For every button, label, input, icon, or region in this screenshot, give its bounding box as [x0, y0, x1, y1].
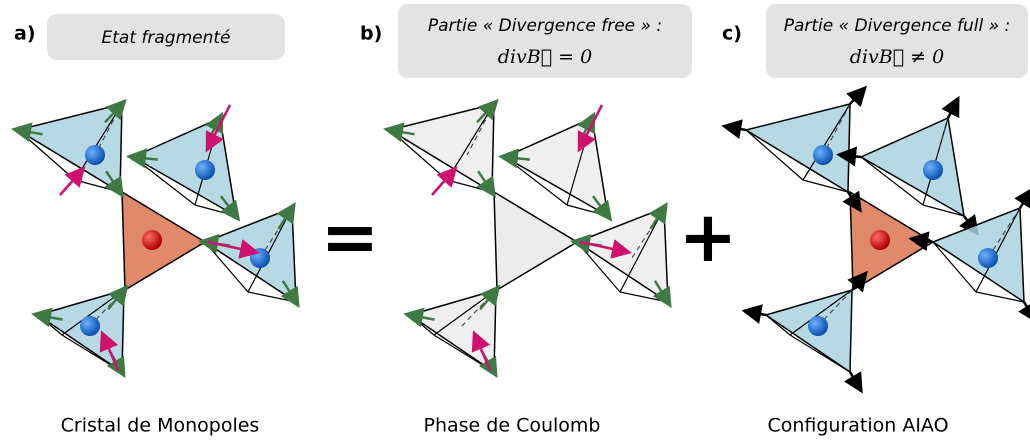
spin-arrow [850, 372, 860, 389]
panel-label: c) [722, 23, 742, 45]
tetrahedron [18, 104, 122, 192]
atom [923, 160, 943, 180]
spin-arrow [746, 311, 766, 315]
spin-arrow [726, 127, 746, 130]
spin-arrow [850, 89, 864, 104]
spin-arrow [1020, 191, 1030, 208]
spin-arrow [948, 100, 957, 118]
tetrahedron [410, 290, 496, 372]
atom [142, 230, 162, 250]
equals-sign: = [321, 196, 380, 278]
box-text: Partie « Divergence free » : [428, 16, 662, 36]
atom [978, 248, 998, 268]
atom [870, 230, 890, 250]
atom [80, 316, 100, 336]
equation: divB⃗ ≠ 0 [850, 46, 944, 68]
equation: divB⃗ = 0 [498, 46, 592, 68]
tetrahedron [505, 118, 608, 216]
tetrahedron [133, 118, 236, 216]
atom [808, 316, 828, 336]
tetrahedron [746, 104, 850, 192]
flipped-spin [60, 170, 82, 195]
caption: Cristal de Monopoles [61, 415, 260, 437]
tetrahedron [38, 290, 124, 372]
atom [85, 145, 105, 165]
caption: Configuration AIAO [767, 415, 948, 437]
tetrahedron [390, 104, 494, 192]
flipped-spin [432, 170, 454, 195]
panel-label: b) [360, 23, 382, 45]
tetrahedron [861, 118, 964, 216]
spin-arrow [1024, 302, 1030, 319]
tetrahedron [766, 290, 852, 372]
plus-sign: + [679, 196, 738, 278]
figure: a) Etat fragmenté b) Partie « Divergence… [0, 0, 1030, 443]
atom [813, 145, 833, 165]
box-text: Etat fragmenté [102, 28, 231, 48]
box-text: Partie « Divergence full » : [784, 16, 1011, 36]
center-triangle [122, 192, 205, 290]
atom [195, 160, 215, 180]
caption: Phase de Coulomb [424, 415, 601, 437]
center-triangle [494, 192, 577, 290]
panel-label: a) [14, 23, 36, 45]
